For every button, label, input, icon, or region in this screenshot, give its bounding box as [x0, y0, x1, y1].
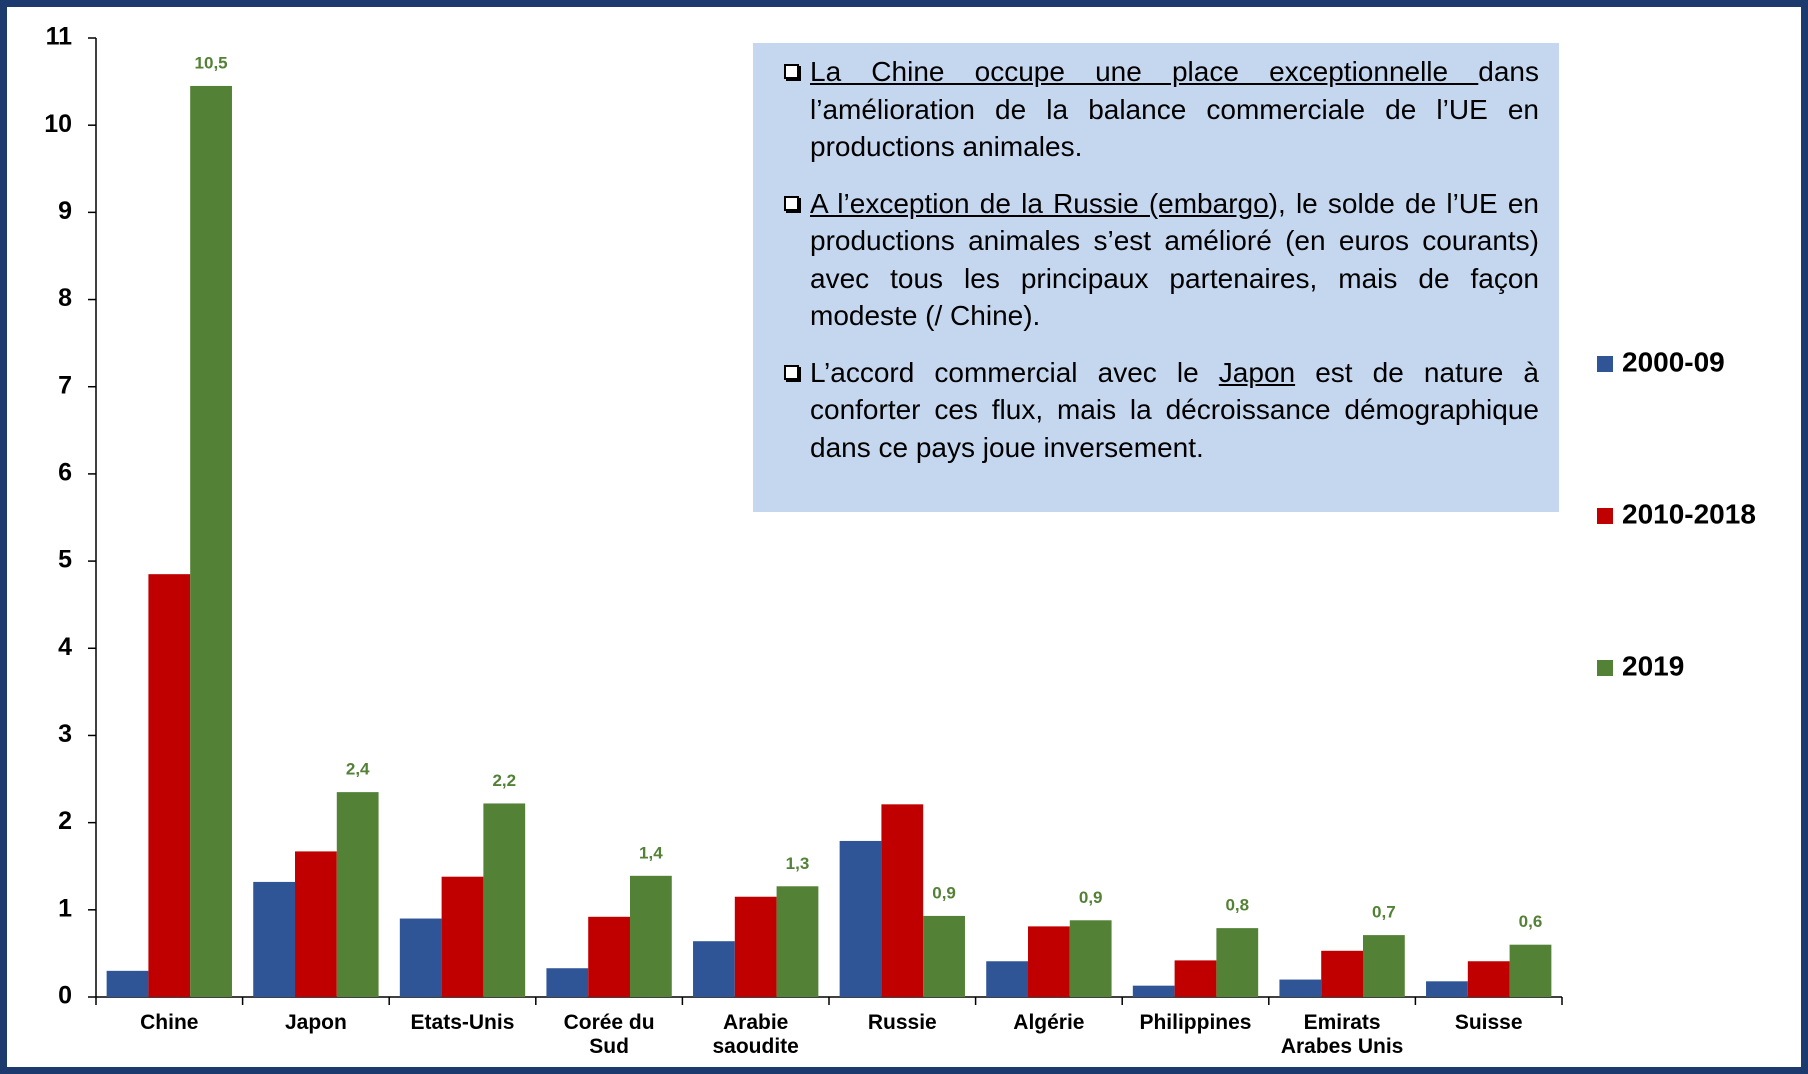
legend-swatch	[1597, 508, 1613, 524]
note-paragraph: La Chine occupe une place exceptionnelle…	[784, 53, 1539, 166]
note-paragraph: A l’exception de la Russie (embargo), le…	[784, 185, 1540, 335]
bar	[923, 915, 965, 997]
note-text: ), le solde de l’UE en productions anima…	[810, 187, 1540, 332]
bar	[588, 916, 630, 997]
bar	[629, 875, 672, 997]
x-tick-label: Russie	[867, 1011, 937, 1034]
y-tick-label: 0	[58, 982, 72, 1010]
value-label: 0,9	[1079, 888, 1103, 907]
bar	[295, 851, 337, 997]
bar	[546, 968, 589, 997]
x-tick-label: Suisse	[1454, 1011, 1523, 1034]
y-tick-label: 3	[58, 720, 72, 748]
bar	[734, 896, 777, 997]
value-label: 0,8	[1225, 896, 1249, 915]
legend-label: 2010-2018	[1622, 498, 1756, 529]
bar	[441, 876, 484, 997]
note-text: Japon	[1218, 356, 1296, 388]
checkbox-icon	[784, 364, 799, 380]
bar	[693, 941, 735, 997]
bar	[1426, 981, 1468, 997]
value-label: 2,2	[492, 771, 516, 790]
y-tick-label: 9	[58, 197, 72, 225]
bar	[253, 881, 296, 997]
bar	[399, 918, 442, 997]
bar	[1279, 979, 1322, 997]
value-label: 10,5	[195, 53, 228, 72]
x-tick-label: Etats-Unis	[410, 1011, 515, 1034]
y-tick-label: 5	[58, 546, 72, 574]
bar	[1132, 985, 1175, 997]
bar	[839, 840, 882, 997]
y-tick-label: 10	[44, 110, 72, 138]
note-text: L’accord commercial avec le	[810, 356, 1219, 388]
x-tick-label: Chine	[140, 1011, 199, 1034]
x-tick-label: Japon	[284, 1011, 347, 1034]
legend-swatch	[1597, 660, 1613, 676]
note-paragraph: L’accord commercial avec le Japon est de…	[784, 354, 1539, 467]
bar	[776, 886, 819, 997]
x-tick-label: Arabie saoudite	[712, 1011, 799, 1058]
y-tick-label: 4	[58, 633, 72, 661]
bar	[106, 970, 149, 997]
value-label: 0,9	[932, 883, 956, 902]
checkbox-icon	[784, 195, 799, 211]
bar	[148, 574, 191, 997]
x-tick-label: Philippines	[1139, 1011, 1252, 1034]
x-tick-label: Corée du Sud	[563, 1011, 655, 1058]
value-label: 1,4	[639, 843, 663, 862]
note-text: est de nature à conforter ces flux, mais…	[810, 356, 1539, 463]
y-tick-label: 7	[58, 371, 72, 399]
notes-box: La Chine occupe une place exceptionnelle…	[753, 43, 1559, 512]
bar	[1321, 950, 1363, 997]
x-tick-label: Emirats Arabes Unis	[1280, 1011, 1404, 1058]
bar	[1362, 935, 1405, 997]
note-text: La Chine occupe une place exceptionnelle	[810, 56, 1479, 87]
y-tick-label: 6	[58, 459, 72, 487]
bar	[483, 803, 526, 997]
y-tick-label: 8	[58, 284, 72, 312]
value-label: 0,6	[1519, 912, 1543, 931]
bar	[190, 85, 232, 997]
bar	[1509, 944, 1552, 997]
legend-label: 2019	[1622, 650, 1684, 681]
legend-label: 2000-09	[1622, 346, 1725, 377]
value-label: 1,3	[786, 854, 810, 873]
checkbox-icon	[784, 64, 799, 79]
bar	[1467, 961, 1510, 997]
bar	[336, 792, 379, 997]
y-tick-label: 11	[46, 23, 73, 51]
bar	[986, 961, 1029, 997]
y-tick-label: 1	[58, 894, 72, 922]
note-text: A l’exception de la Russie (embargo	[810, 187, 1269, 219]
note-text: dans l’amélioration de la balance commer…	[810, 56, 1539, 162]
bar	[881, 804, 924, 997]
bar	[1069, 920, 1112, 997]
bar	[1216, 928, 1259, 997]
legend-swatch	[1597, 356, 1613, 372]
bar	[1174, 960, 1217, 997]
bar	[1028, 926, 1070, 997]
y-tick-label: 2	[58, 807, 72, 835]
value-label: 0,7	[1372, 903, 1396, 922]
value-label: 2,4	[346, 760, 370, 779]
x-tick-label: Algérie	[1013, 1011, 1085, 1034]
